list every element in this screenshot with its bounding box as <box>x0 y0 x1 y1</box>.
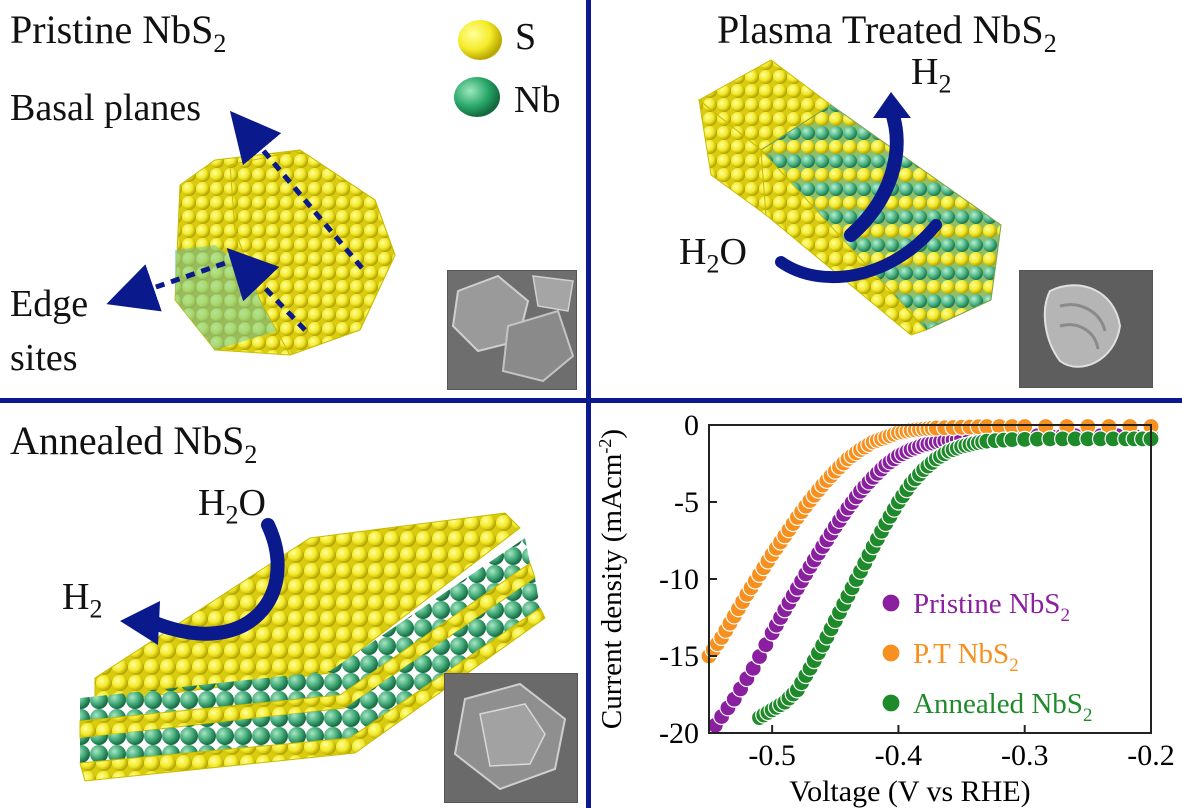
sulfur-legend-label: S <box>515 16 537 58</box>
y-tick-label: -5 <box>674 486 699 519</box>
annealed-reaction-arrow <box>143 518 285 641</box>
pristine-sem-image <box>447 270 577 390</box>
legend-label: Pristine NbS2 <box>913 588 1070 626</box>
vertical-divider <box>586 0 591 808</box>
annealed-bottom-sheet <box>79 607 546 782</box>
annealed-sem-texture <box>445 674 577 802</box>
x-tick-label: -0.5 <box>748 739 796 772</box>
legend-label: P.T NbS2 <box>913 638 1019 676</box>
niobium-legend-icon <box>454 77 500 117</box>
plasma-sem-image <box>1019 270 1153 388</box>
annealed-layers-drawing <box>79 512 546 782</box>
panel-annealed: Annealed NbS2 <box>0 403 586 808</box>
basal-planes-label: Basal planes <box>10 87 202 129</box>
chart-legend: Pristine NbS2 P.T NbS2 Annealed NbS2 <box>881 588 1092 726</box>
plasma-h2-label: H2 <box>911 51 952 99</box>
panel-chart: -0.5 -0.4 -0.3 -0.2 0 -5 -10 -15 -20 Voltage (V v… <box>591 403 1182 808</box>
annealed-reaction-arrowhead <box>120 601 160 645</box>
polarization-chart: -0.5 -0.4 -0.3 -0.2 0 -5 -10 -15 -20 Voltage (V v… <box>595 409 1175 808</box>
series-2 <box>750 430 1160 727</box>
legend-label: Annealed NbS2 <box>913 688 1092 726</box>
annealed-nb-row-1 <box>80 538 530 721</box>
y-tick-label: -20 <box>659 717 699 750</box>
pristine-title: Pristine NbS2 <box>10 7 227 58</box>
chart-series-group <box>700 417 1160 734</box>
legend-marker <box>881 643 901 663</box>
annealed-h2o-label: H2O <box>198 482 266 530</box>
horizontal-divider <box>0 398 1182 403</box>
annealed-sem-image <box>444 673 578 803</box>
panel-pristine: Pristine NbS2 <box>0 0 586 398</box>
plasma-title: Plasma Treated NbS2 <box>717 7 1057 58</box>
h2-release-arrow <box>844 103 904 242</box>
x-tick-label: -0.3 <box>1001 739 1049 772</box>
plasma-crystal-drawing <box>698 59 1002 336</box>
chart-axes: -0.5 -0.4 -0.3 -0.2 0 -5 -10 -15 -20 Voltage (V v… <box>595 409 1175 808</box>
edge-sites-label-line2: sites <box>10 337 78 379</box>
annealed-title: Annealed NbS2 <box>10 418 258 469</box>
x-tick-label: -0.4 <box>875 739 923 772</box>
pristine-sem-texture <box>448 271 576 389</box>
basal-planes-arrow <box>229 110 364 270</box>
edge-sites-label-line1: Edge <box>10 283 89 325</box>
plasma-sem-texture <box>1020 271 1152 387</box>
legend-marker <box>881 693 901 713</box>
legend-swatches <box>454 20 502 117</box>
sulfur-legend-icon <box>458 20 502 60</box>
legend-marker <box>881 593 901 613</box>
edge-sites-arrow <box>106 255 241 312</box>
y-tick-label: 0 <box>684 409 699 442</box>
h2-release-arrowhead <box>873 92 911 118</box>
y-tick-label: -10 <box>659 563 699 596</box>
x-tick-label: -0.2 <box>1127 739 1175 772</box>
niobium-legend-label: Nb <box>514 79 561 121</box>
panel-plasma-treated: Plasma Treated NbS2 <box>591 0 1182 398</box>
plasma-h2o-label: H2O <box>679 231 747 279</box>
y-tick-label: -15 <box>659 640 699 673</box>
chart-y-axis-title-text: Current density (mAcm-2) <box>595 429 628 729</box>
series-1 <box>700 417 1160 665</box>
h2o-input-arrow <box>775 219 942 284</box>
annealed-h2-label: H2 <box>62 576 103 624</box>
pristine-crystal-drawing <box>106 110 396 356</box>
chart-x-axis-title: Voltage (V vs RHE) <box>789 775 1030 808</box>
